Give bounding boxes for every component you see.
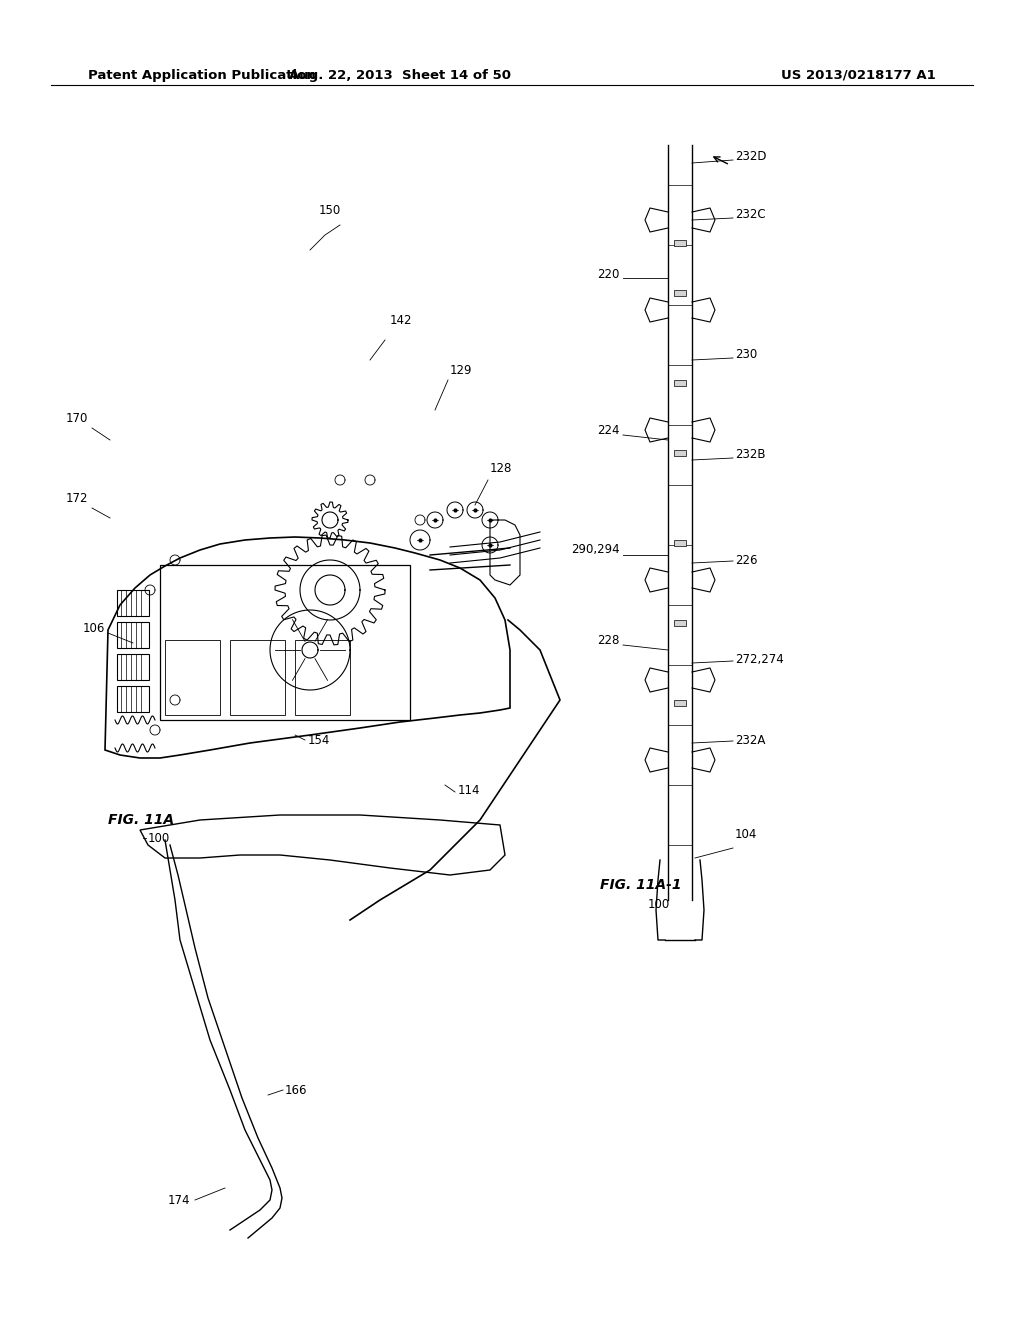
Text: Patent Application Publication: Patent Application Publication (88, 69, 315, 82)
Text: 170: 170 (66, 412, 88, 425)
Text: 230: 230 (735, 348, 758, 362)
Text: 142: 142 (390, 314, 413, 326)
Text: 154: 154 (308, 734, 331, 747)
Text: Aug. 22, 2013  Sheet 14 of 50: Aug. 22, 2013 Sheet 14 of 50 (289, 69, 511, 82)
Text: 224: 224 (597, 424, 620, 437)
Bar (160, 565, 410, 719)
Bar (117, 590, 150, 616)
Text: 290,294: 290,294 (571, 544, 620, 557)
Bar (117, 653, 150, 680)
Bar (117, 622, 150, 648)
Text: 100: 100 (148, 832, 170, 845)
Text: 232B: 232B (735, 449, 766, 462)
Bar (295, 640, 350, 715)
Bar (117, 686, 150, 711)
Text: 174: 174 (168, 1193, 190, 1206)
Text: 106: 106 (83, 622, 105, 635)
Text: 172: 172 (66, 491, 88, 504)
Text: 166: 166 (285, 1084, 307, 1097)
Text: 114: 114 (458, 784, 480, 796)
Text: 104: 104 (735, 829, 758, 842)
Text: US 2013/0218177 A1: US 2013/0218177 A1 (781, 69, 936, 82)
Bar (674, 380, 686, 385)
Text: FIG. 11A: FIG. 11A (108, 813, 174, 828)
Bar (674, 700, 686, 706)
Text: 272,274: 272,274 (735, 653, 783, 667)
Bar (674, 240, 686, 246)
Text: 150: 150 (318, 203, 341, 216)
Bar (230, 640, 285, 715)
Text: 128: 128 (490, 462, 512, 474)
Bar (674, 540, 686, 546)
Bar (674, 450, 686, 455)
Text: 226: 226 (735, 553, 758, 566)
Text: 228: 228 (598, 634, 620, 647)
Bar (165, 640, 220, 715)
Text: 129: 129 (450, 363, 472, 376)
Text: 232C: 232C (735, 209, 766, 222)
Bar (674, 620, 686, 626)
Text: 232D: 232D (735, 150, 767, 164)
Text: 232A: 232A (735, 734, 765, 747)
Bar (674, 290, 686, 296)
Text: 100: 100 (648, 899, 671, 912)
Text: FIG. 11A-1: FIG. 11A-1 (600, 878, 682, 892)
Text: 220: 220 (598, 268, 620, 281)
